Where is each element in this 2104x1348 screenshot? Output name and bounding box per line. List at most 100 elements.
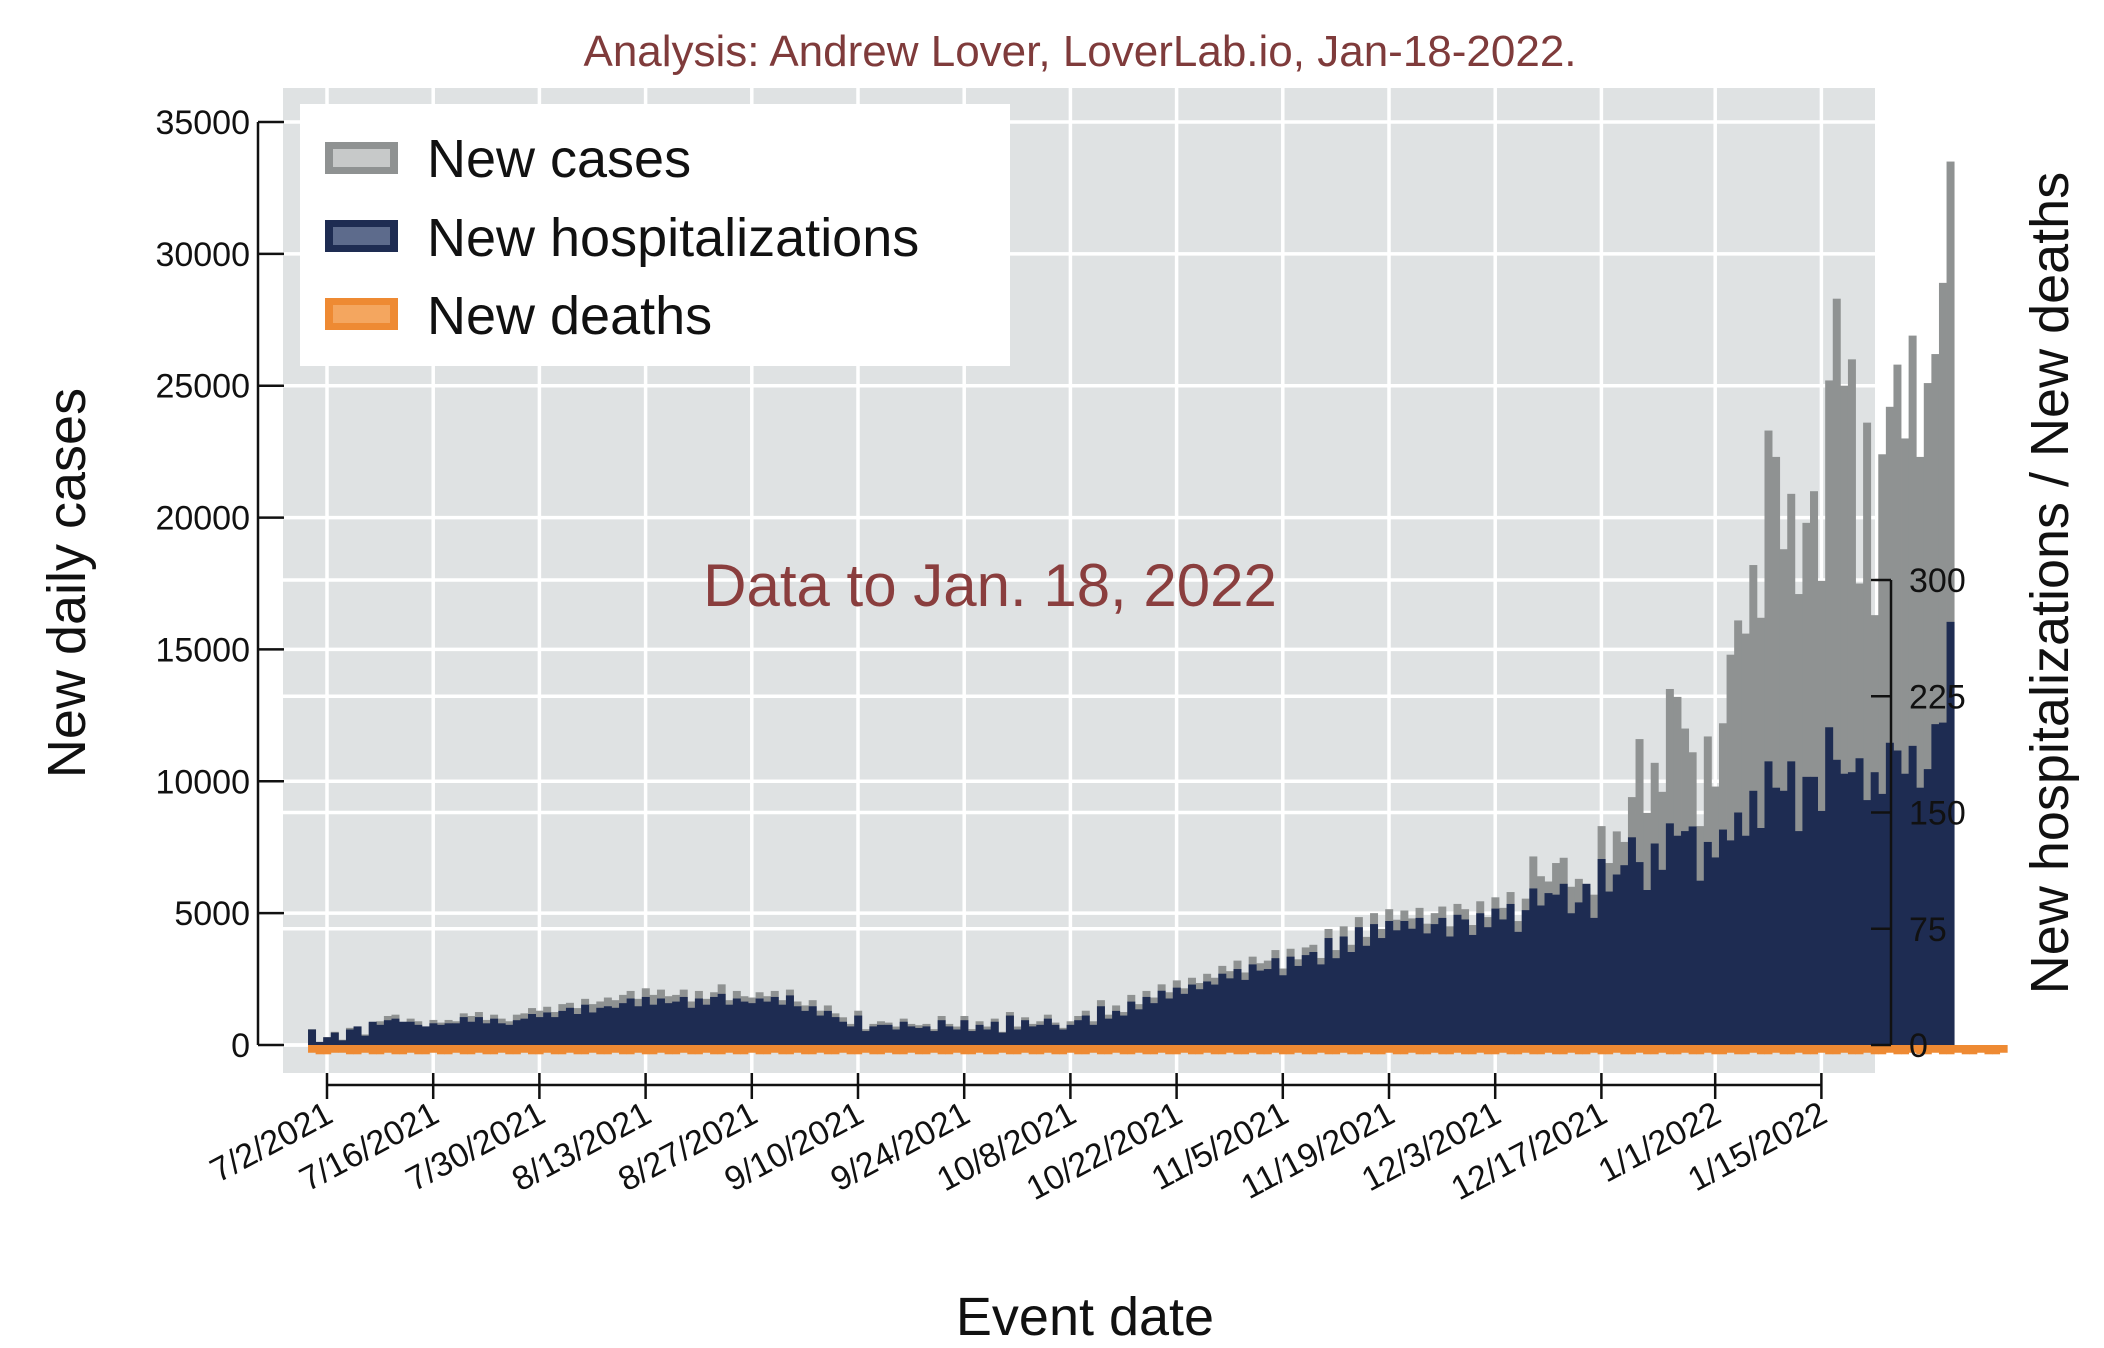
bar-new-deaths (831, 1045, 840, 1055)
bar-new-deaths (983, 1045, 992, 1055)
bar-new-cases (1938, 282, 1947, 1045)
bar-new-hospitalizations (1248, 964, 1257, 1045)
bar-new-hospitalizations (1332, 958, 1341, 1045)
bar-new-hospitalizations (899, 1021, 908, 1045)
bar-new-hospitalizations (308, 1029, 317, 1045)
bar-new-deaths (748, 1045, 756, 1053)
bar-new-deaths (846, 1045, 855, 1055)
bar-new-deaths (1233, 1045, 1242, 1055)
bar-new-deaths (808, 1045, 817, 1055)
bar-new-hospitalizations (1005, 1015, 1014, 1045)
bar-new-deaths (353, 1045, 362, 1055)
bar-new-deaths (922, 1045, 931, 1055)
bar-new-hospitalizations (1028, 1026, 1037, 1045)
bar-new-deaths (368, 1045, 377, 1055)
bar-new-deaths (588, 1045, 597, 1053)
bar-new-deaths (1370, 1045, 1379, 1055)
bar-new-deaths (1263, 1045, 1272, 1055)
bar-new-deaths (854, 1045, 863, 1055)
bar-new-deaths (505, 1045, 514, 1055)
bar-new-hospitalizations (558, 1010, 567, 1045)
bar-new-hospitalizations (1354, 927, 1363, 1045)
bar-new-hospitalizations (763, 1001, 772, 1045)
bar-new-deaths (467, 1045, 476, 1055)
bar-new-deaths (1923, 1045, 1932, 1055)
bar-new-hospitalizations (823, 1010, 832, 1045)
bar-new-deaths (1536, 1045, 1545, 1055)
bar-new-hospitalizations (1756, 828, 1765, 1045)
bar-new-hospitalizations (1893, 750, 1902, 1045)
bar-new-deaths (1802, 1045, 1811, 1055)
bar-new-deaths (717, 1045, 726, 1055)
bar-new-hospitalizations (1696, 880, 1705, 1045)
bar-new-deaths (641, 1045, 650, 1055)
bar-new-deaths (1043, 1045, 1052, 1053)
bar-new-hospitalizations (1294, 965, 1303, 1045)
legend-label-new-deaths: New deaths (427, 286, 712, 346)
bar-new-deaths (839, 1045, 848, 1053)
bar-new-hospitalizations (1491, 908, 1500, 1045)
bar-new-hospitalizations (1536, 905, 1545, 1045)
bar-new-deaths (1946, 1045, 1955, 1055)
bar-new-deaths (1916, 1045, 1925, 1055)
bar-new-deaths (1286, 1045, 1295, 1055)
bar-new-deaths (482, 1045, 491, 1055)
bar-new-hospitalizations (1407, 928, 1416, 1045)
y-tick-label-right: 0 (1909, 1027, 1928, 1065)
bar-new-hospitalizations (952, 1029, 961, 1045)
bar-new-hospitalizations (596, 1007, 605, 1045)
bar-new-deaths (581, 1045, 590, 1055)
bar-new-hospitalizations (1043, 1018, 1052, 1045)
bar-new-deaths (1969, 1045, 1978, 1055)
bar-new-hospitalizations (444, 1023, 453, 1045)
bar-new-hospitalizations (520, 1018, 529, 1045)
bar-new-hospitalizations (1916, 787, 1925, 1045)
bar-new-deaths (1597, 1045, 1606, 1055)
bar-new-deaths (308, 1045, 317, 1053)
bar-new-cases (1832, 298, 1841, 1045)
bar-new-hospitalizations (565, 1007, 574, 1045)
bar-new-hospitalizations (376, 1024, 385, 1045)
bar-new-hospitalizations (1878, 793, 1887, 1045)
bar-new-hospitalizations (914, 1027, 923, 1045)
bar-new-deaths (1938, 1045, 1947, 1055)
bar-new-deaths (1544, 1045, 1553, 1053)
bar-new-deaths (1506, 1045, 1515, 1055)
bar-new-deaths (740, 1045, 749, 1055)
bar-new-hospitalizations (626, 998, 635, 1045)
bar-new-hospitalizations (1908, 745, 1917, 1045)
bar-new-cases (1878, 454, 1887, 1045)
bar-new-deaths (710, 1045, 719, 1055)
bar-new-deaths (490, 1045, 499, 1055)
bar-new-deaths (1779, 1045, 1788, 1055)
bar-new-hospitalizations (1931, 724, 1940, 1045)
bar-new-hospitalizations (315, 1041, 324, 1045)
bar-new-deaths (869, 1045, 878, 1055)
bar-new-deaths (1172, 1045, 1181, 1055)
bar-new-hospitalizations (619, 1003, 628, 1045)
bar-new-hospitalizations (1711, 857, 1720, 1045)
bar-new-deaths (990, 1045, 999, 1055)
bar-new-deaths (1711, 1045, 1720, 1055)
bar-new-deaths (1992, 1045, 2001, 1055)
x-axis-title: Event date (956, 1287, 1214, 1347)
bar-new-deaths (1119, 1045, 1128, 1055)
bar-new-hospitalizations (1901, 773, 1910, 1045)
legend-label-new-hospitalizations: New hospitalizations (427, 208, 919, 268)
bar-new-hospitalizations (1658, 869, 1667, 1045)
bar-new-deaths (1354, 1045, 1363, 1055)
bar-new-deaths (1347, 1045, 1356, 1055)
bar-new-deaths (528, 1045, 537, 1055)
y-tick-label-right: 75 (1909, 911, 1947, 949)
bar-new-hospitalizations (702, 1004, 711, 1045)
bar-new-deaths (1863, 1045, 1872, 1053)
bar-new-hospitalizations (1324, 938, 1333, 1045)
bar-new-cases (1847, 359, 1856, 1045)
bar-new-deaths (1150, 1045, 1159, 1055)
bar-new-hospitalizations (611, 1007, 620, 1045)
bar-new-hospitalizations (1946, 621, 1955, 1045)
bar-new-hospitalizations (1400, 921, 1409, 1045)
bar-new-deaths (892, 1045, 901, 1055)
bar-new-deaths (1718, 1045, 1727, 1055)
bar-new-cases (1764, 430, 1773, 1045)
